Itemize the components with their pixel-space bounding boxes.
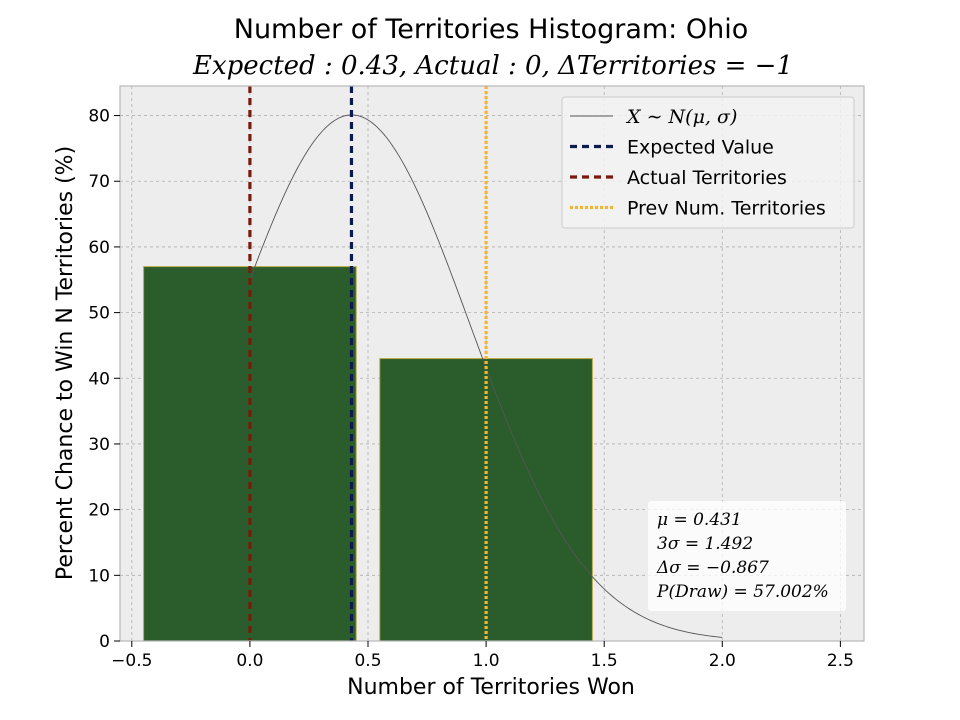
stats-line: μ = 0.431: [657, 510, 742, 530]
stats-line: Δσ = −0.867: [656, 558, 769, 578]
stats-background: [648, 501, 846, 611]
x-tick-label: 1.5: [591, 651, 618, 671]
stats-line: 3σ = 1.492: [657, 534, 753, 554]
legend-label: Actual Territories: [627, 167, 787, 189]
reference-lines: [248, 86, 488, 641]
stats-box: μ = 0.431 3σ = 1.492 Δσ = −0.867 P(Draw) = …: [648, 501, 846, 611]
y-tick-label: 30: [88, 435, 110, 455]
legend-label: Expected Value: [627, 137, 774, 159]
chart-title: Number of Territories Histogram: Ohio: [234, 14, 749, 45]
y-tick-label: 40: [88, 369, 110, 389]
x-tick-label: 2.0: [709, 651, 736, 671]
x-tick-label: 1.0: [473, 651, 500, 671]
x-tick-label: 0.0: [236, 651, 263, 671]
plot-frame: [119, 85, 865, 642]
y-tick-label: 70: [88, 172, 110, 192]
chart-subtitle: Expected : 0.43, Actual : 0, ΔTerritorie…: [192, 51, 793, 81]
axis-ticks: −0.5 0.0 0.5 1.0 1.5 2.0 2.5 0 10 20 30 40 50 60 70 80: [88, 107, 854, 671]
stats-line: P(Draw) = 57.002%: [656, 582, 829, 602]
legend-label: X ∼ N(μ, σ): [625, 106, 737, 128]
y-tick-label: 60: [88, 238, 110, 258]
legend-label: Prev Num. Territories: [627, 198, 826, 220]
y-tick-label: 50: [88, 304, 110, 324]
y-axis-label: Percent Chance to Win N Territories (%): [53, 146, 78, 580]
bars: [143, 266, 593, 642]
y-tick-label: 0: [99, 632, 110, 652]
legend: X ∼ N(μ, σ) Expected Value Actual Territor…: [561, 96, 855, 229]
y-tick-label: 10: [88, 566, 110, 586]
y-tick-label: 80: [88, 107, 110, 127]
x-axis-label: Number of Territories Won: [347, 675, 635, 700]
x-tick-label: 2.5: [827, 651, 854, 671]
x-tick-label: 0.5: [354, 651, 381, 671]
y-tick-label: 20: [88, 501, 110, 521]
legend-box: [561, 96, 855, 229]
x-tick-label: −0.5: [111, 651, 152, 671]
